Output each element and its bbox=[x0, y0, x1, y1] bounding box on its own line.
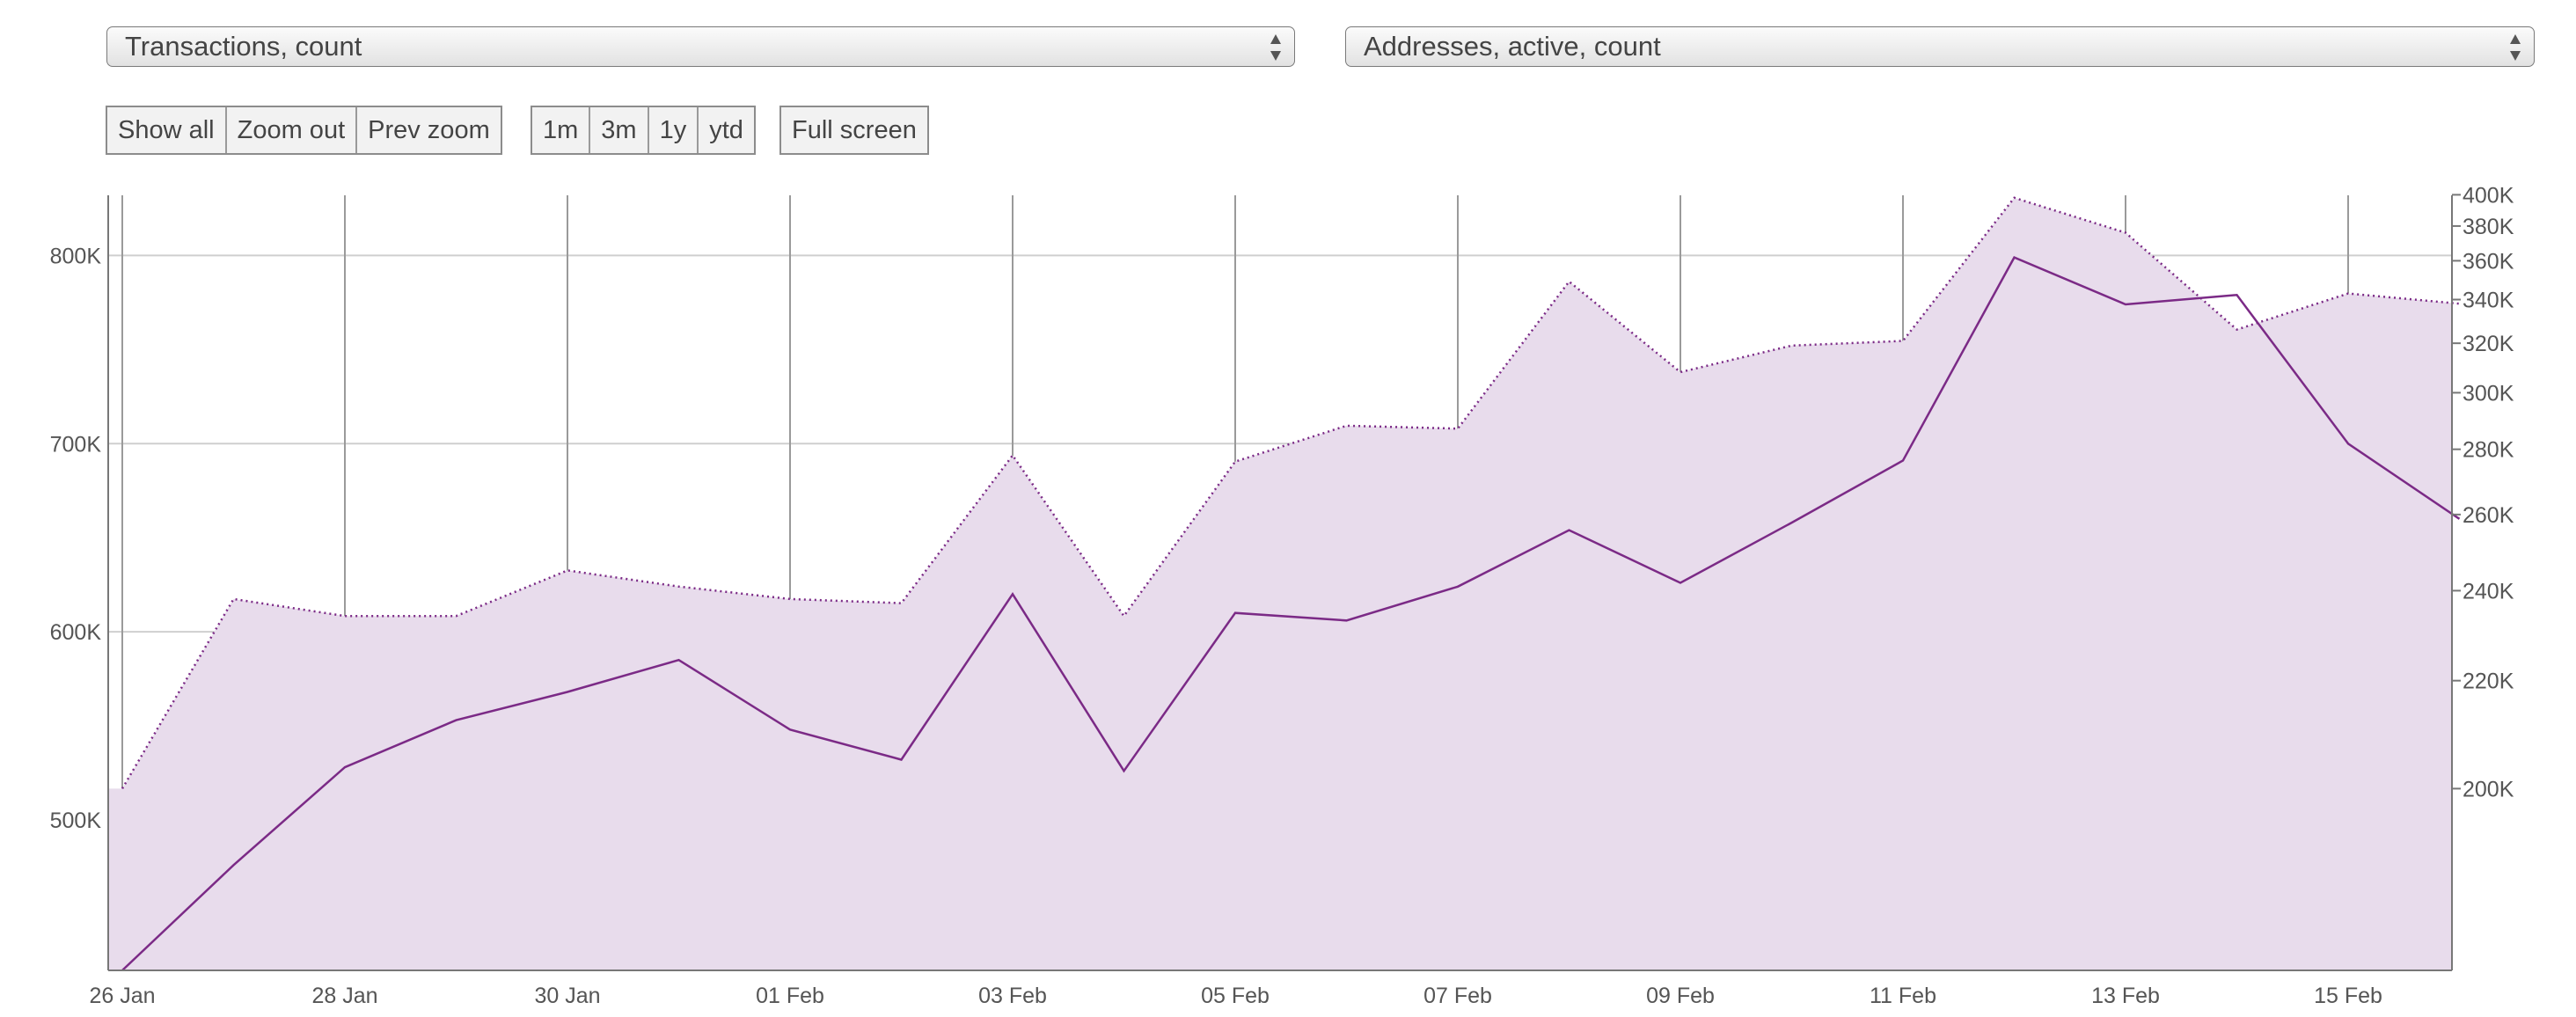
select-arrows-icon bbox=[2510, 34, 2521, 61]
y-right-tick-label: 400K bbox=[2463, 183, 2514, 208]
x-tick-label: 05 Feb bbox=[1201, 984, 1270, 1008]
show-all-button[interactable]: Show all bbox=[107, 107, 227, 153]
fullscreen-button-group: Full screen bbox=[779, 106, 929, 155]
x-tick-label: 03 Feb bbox=[978, 984, 1047, 1008]
y-left-tick-label: 600K bbox=[50, 620, 102, 645]
y-left-tick-label: 500K bbox=[50, 808, 102, 833]
x-tick-label: 13 Feb bbox=[2091, 984, 2160, 1008]
left-metric-select-value: Transactions, count bbox=[125, 31, 362, 62]
y-right-tick-label: 380K bbox=[2463, 215, 2514, 239]
transactions-line bbox=[121, 256, 2461, 971]
prev-zoom-button[interactable]: Prev zoom bbox=[368, 116, 490, 144]
left-metric-select[interactable]: Transactions, count bbox=[106, 26, 1295, 67]
x-tick-label: 30 Jan bbox=[534, 984, 600, 1008]
y-right-tick-label: 280K bbox=[2463, 438, 2514, 463]
x-tick-label: 11 Feb bbox=[1870, 984, 1936, 1008]
range-ytd-button[interactable]: ytd bbox=[709, 116, 743, 144]
x-tick-label: 07 Feb bbox=[1423, 984, 1492, 1008]
series-lines bbox=[121, 196, 2461, 971]
range-3m-button[interactable]: 3m bbox=[590, 107, 649, 153]
range-1m-button[interactable]: 1m bbox=[532, 107, 591, 153]
y-left-tick-label: 700K bbox=[50, 432, 102, 457]
x-tick-label: 26 Jan bbox=[89, 984, 155, 1008]
active-addresses-area bbox=[108, 197, 2460, 971]
x-tick-label: 15 Feb bbox=[2314, 984, 2382, 1008]
range-1y-button[interactable]: 1y bbox=[649, 107, 699, 153]
x-tick-label: 28 Jan bbox=[311, 984, 377, 1008]
y-right-tick-label: 340K bbox=[2463, 289, 2514, 313]
y-left-tick-label: 800K bbox=[50, 244, 102, 268]
zoom-out-button[interactable]: Zoom out bbox=[227, 107, 358, 153]
right-metric-select-value: Addresses, active, count bbox=[1364, 31, 1661, 62]
y-right-tick-label: 260K bbox=[2463, 503, 2514, 528]
y-right-tick-label: 200K bbox=[2463, 777, 2514, 801]
y-right-tick-label: 240K bbox=[2463, 579, 2514, 604]
full-screen-button[interactable]: Full screen bbox=[792, 116, 917, 144]
select-arrows-icon bbox=[1270, 34, 1281, 61]
axes bbox=[107, 194, 2461, 971]
area-layer bbox=[108, 197, 2460, 971]
y-right-tick-label: 300K bbox=[2463, 381, 2514, 406]
zoom-button-group: Show all Zoom out Prev zoom bbox=[106, 106, 502, 155]
y-right-tick-label: 220K bbox=[2463, 669, 2514, 694]
right-metric-select[interactable]: Addresses, active, count bbox=[1345, 26, 2535, 67]
x-tick-label: 01 Feb bbox=[756, 984, 824, 1008]
x-tick-label: 09 Feb bbox=[1646, 984, 1715, 1008]
tick-labels: 500K 600K 700K 800K 26 Jan 28 Jan 30 Jan 01 Feb… bbox=[50, 183, 2514, 1008]
active-addresses-line bbox=[121, 196, 2460, 790]
y-right-tick-label: 320K bbox=[2463, 332, 2514, 356]
range-button-group: 1m 3m 1y ytd bbox=[531, 106, 756, 155]
y-right-tick-label: 360K bbox=[2463, 249, 2514, 274]
